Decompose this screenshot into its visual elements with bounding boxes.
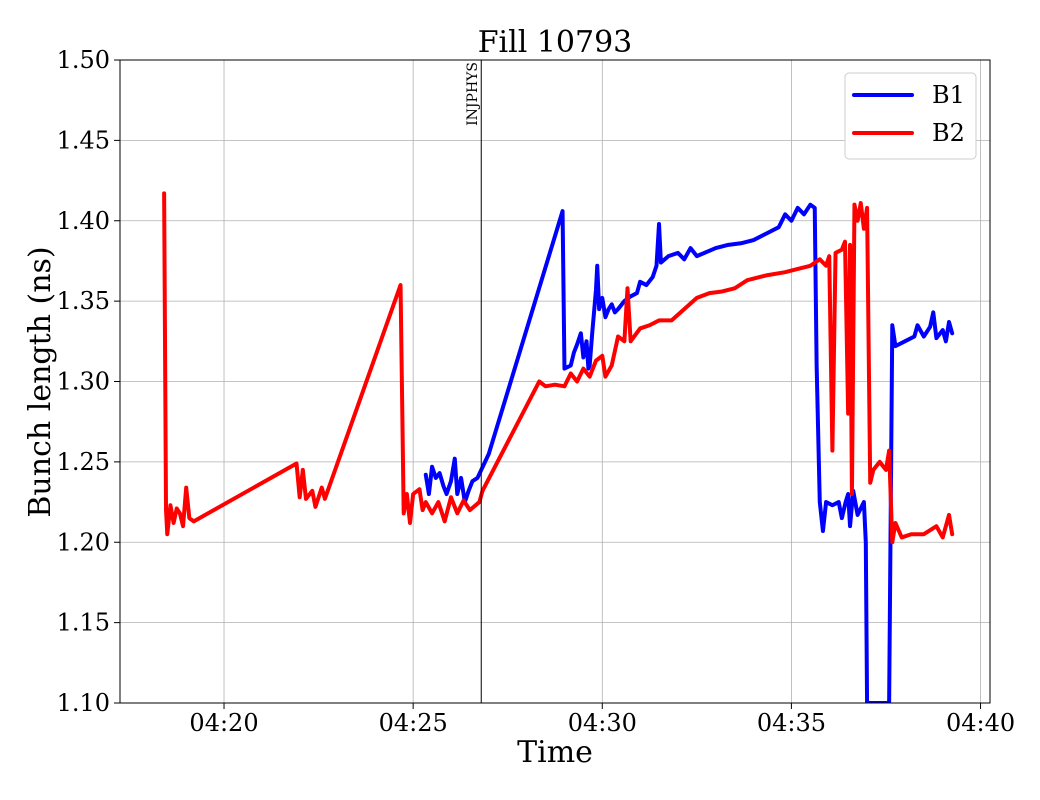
legend-label-b2: B2	[932, 119, 965, 147]
legend: B1 B2	[844, 72, 977, 160]
y-axis-label: Bunch length (ns)	[23, 246, 58, 517]
y-tick-label: 1.35	[57, 287, 110, 315]
x-tick-label: 04:30	[568, 709, 637, 737]
legend-label-b1: B1	[932, 81, 965, 109]
series-line-b1	[423, 202, 955, 703]
y-tick-label: 1.10	[57, 689, 110, 717]
y-tick-label: 1.20	[57, 528, 110, 556]
x-tick-label: 04:40	[946, 709, 1015, 737]
x-tick-label: 04:35	[757, 709, 826, 737]
y-tick-label: 1.25	[57, 448, 110, 476]
y-tick-label: 1.15	[57, 609, 110, 637]
x-tick-label: 04:20	[189, 709, 258, 737]
annotation-layer: INJPHYS	[465, 60, 482, 703]
y-tick-label: 1.40	[57, 207, 110, 235]
series-line-b2	[162, 191, 955, 545]
y-tick-label: 1.30	[57, 368, 110, 396]
y-axis-ticks: 1.10 1.15 1.20 1.25 1.30 1.35 1.40 1.45 1.50	[57, 46, 120, 717]
y-tick-label: 1.50	[57, 46, 110, 74]
x-axis-label: Time	[517, 735, 593, 770]
series-layer	[162, 191, 955, 703]
x-axis-ticks: 04:20 04:25 04:30 04:35 04:40	[189, 703, 1015, 737]
chart-title: Fill 10793	[478, 25, 633, 60]
y-tick-label: 1.45	[57, 126, 110, 154]
x-tick-label: 04:25	[379, 709, 448, 737]
annotation-label: INJPHYS	[465, 62, 481, 126]
